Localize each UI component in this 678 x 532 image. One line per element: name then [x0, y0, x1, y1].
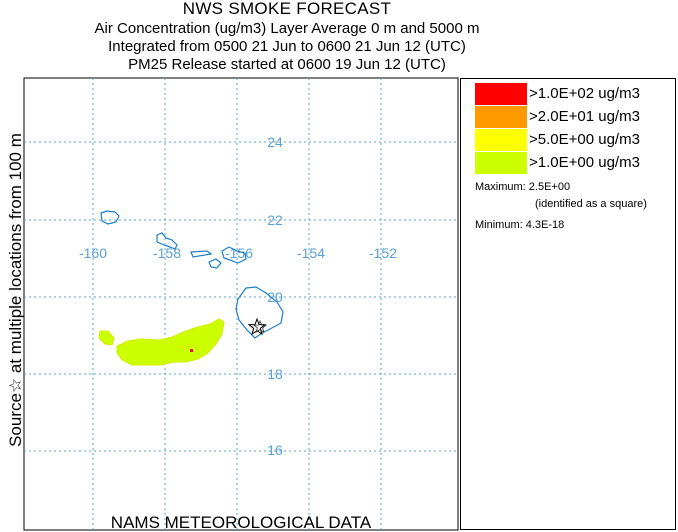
- niihau-kauai-coast: [100, 210, 120, 225]
- minimum-value: Minimum: 4.3E-18: [475, 219, 565, 231]
- lat-label: 18: [267, 366, 283, 382]
- lat-label: 22: [267, 212, 283, 228]
- legend-swatch: [475, 152, 527, 174]
- molokai-coast: [190, 250, 213, 258]
- legend-row: >2.0E+01 ug/m3: [475, 106, 675, 128]
- lat-label: 20: [267, 289, 283, 305]
- big-island-coast: [235, 286, 284, 339]
- legend-swatch: [475, 83, 527, 105]
- lon-label: -158: [153, 245, 181, 261]
- maui-coast: [221, 246, 247, 264]
- plume-area-west: [98, 330, 115, 346]
- integration-period: Integrated from 0500 21 Jun to 0600 21 J…: [108, 38, 466, 55]
- star-icon: [247, 317, 267, 336]
- legend-label: >2.0E+01 ug/m3: [529, 108, 640, 125]
- lanai-coast: [208, 258, 222, 269]
- legend-row: >1.0E+02 ug/m3: [475, 83, 675, 105]
- legend-swatch: [475, 129, 527, 151]
- hawaii-coastlines: [100, 210, 284, 339]
- legend-row: >5.0E+00 ug/m3: [475, 129, 675, 151]
- lat-label: 16: [267, 442, 283, 458]
- legend-label: >1.0E+02 ug/m3: [529, 85, 640, 102]
- lon-label: -160: [79, 245, 107, 261]
- release-info: PM25 Release started at 0600 19 Jun 12 (…: [128, 56, 446, 73]
- oahu-coast: [156, 232, 178, 250]
- legend: >1.0E+02 ug/m3 >2.0E+01 ug/m3 >5.0E+00 u…: [460, 78, 676, 530]
- legend-label: >5.0E+00 ug/m3: [529, 131, 640, 148]
- forecast-title: NWS SMOKE FORECAST: [182, 0, 392, 18]
- concentration-subtitle: Air Concentration (ug/m3) Layer Average …: [94, 20, 480, 37]
- maximum-square-marker: [190, 349, 193, 352]
- forecast-map: -160 -158 -156 -154 -152 24 22 20 18 16: [23, 77, 459, 531]
- lon-label: -154: [297, 245, 325, 261]
- source-marker: [247, 317, 268, 336]
- star-icon: [252, 319, 268, 333]
- footer-data-source: NAMS METEOROLOGICAL DATA: [110, 513, 372, 532]
- lat-label: 24: [267, 134, 283, 150]
- lon-label: -152: [369, 245, 397, 261]
- legend-row: >1.0E+00 ug/m3: [475, 152, 675, 174]
- map-frame: [23, 77, 459, 531]
- lat-lon-grid: [24, 78, 458, 530]
- smoke-plume: [98, 318, 225, 366]
- maximum-note: (identified as a square): [535, 198, 647, 210]
- maximum-value: Maximum: 2.5E+00: [475, 181, 571, 193]
- legend-label: >1.0E+00 ug/m3: [529, 154, 640, 171]
- plume-area-main: [116, 318, 225, 366]
- legend-swatch: [475, 106, 527, 128]
